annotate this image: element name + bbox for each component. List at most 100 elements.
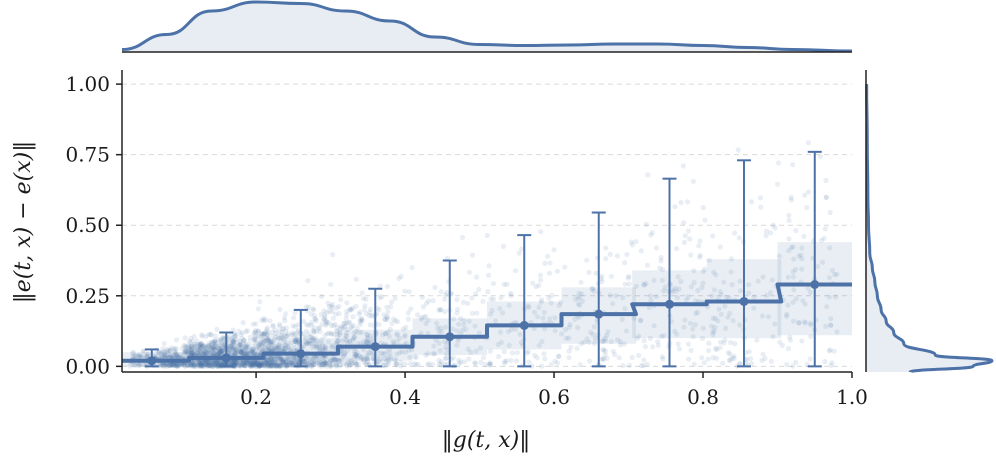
scatter-point (364, 335, 370, 341)
scatter-point (260, 361, 266, 367)
scatter-point (265, 363, 271, 369)
scatter-point (702, 217, 708, 223)
scatter-point (549, 292, 555, 299)
scatter-point (322, 332, 328, 338)
scatter-point (311, 355, 317, 361)
scatter-point (247, 358, 253, 365)
scatter-point (216, 346, 222, 352)
scatter-point (308, 363, 315, 369)
scatter-point (189, 362, 195, 368)
scatter-point (331, 354, 337, 361)
scatter-point (454, 297, 460, 303)
scatter-point (385, 354, 391, 360)
scatter-point (545, 253, 551, 259)
scatter-point (199, 350, 205, 356)
scatter-point (182, 348, 188, 354)
scatter-point (607, 292, 613, 298)
scatter-point (608, 339, 614, 345)
scatter-point (333, 311, 339, 317)
scatter-point (398, 273, 404, 279)
scatter-point (258, 339, 264, 345)
scatter-point (532, 352, 538, 358)
scatter-point (197, 341, 203, 348)
scatter-point (238, 342, 244, 348)
scatter-point (801, 319, 807, 325)
scatter-point (199, 362, 205, 368)
scatter-point (799, 245, 805, 251)
scatter-point (341, 361, 347, 367)
scatter-point (321, 308, 327, 314)
scatter-point (430, 297, 436, 304)
scatter-point (189, 361, 195, 367)
scatter-point (442, 345, 448, 351)
scatter-point (688, 284, 695, 290)
scatter-point (265, 354, 271, 360)
scatter-point (289, 362, 295, 368)
scatter-point (285, 354, 291, 361)
scatter-point (414, 312, 421, 318)
scatter-point (232, 361, 238, 367)
scatter-point (203, 362, 209, 368)
scatter-point (311, 343, 317, 349)
scatter-point (476, 330, 482, 336)
scatter-point (387, 350, 393, 356)
scatter-point (465, 300, 471, 306)
scatter-point (187, 363, 194, 369)
scatter-point (206, 343, 212, 349)
scatter-point (681, 220, 687, 226)
scatter-point (249, 362, 255, 368)
scatter-point (273, 363, 279, 369)
scatter-point (354, 363, 360, 369)
scatter-point (238, 350, 244, 356)
scatter-point (727, 351, 733, 357)
scatter-point (237, 358, 243, 364)
scatter-point (260, 336, 266, 343)
scatter-point (650, 344, 656, 350)
scatter-point (530, 280, 536, 286)
scatter-point (190, 363, 196, 369)
scatter-point (278, 355, 284, 361)
scatter-point (466, 318, 472, 324)
scatter-point (169, 362, 175, 368)
scatter-point (643, 221, 650, 228)
scatter-point (239, 345, 245, 351)
scatter-point (636, 333, 642, 339)
scatter-point (237, 347, 243, 354)
scatter-point (244, 359, 250, 365)
scatter-point (274, 363, 280, 369)
scatter-point (805, 140, 812, 146)
scatter-point (310, 361, 317, 367)
scatter-point (518, 340, 525, 346)
scatter-point (588, 329, 594, 335)
scatter-point (231, 342, 237, 348)
scatter-point (187, 361, 193, 367)
scatter-point (329, 331, 335, 337)
scatter-point (342, 336, 348, 342)
scatter-point (336, 303, 342, 309)
scatter-point (330, 315, 336, 321)
scatter-point (826, 348, 833, 354)
scatter-point (175, 363, 181, 369)
scatter-point (327, 360, 333, 366)
scatter-point (359, 317, 365, 323)
scatter-point (244, 358, 250, 365)
scatter-point (382, 316, 388, 322)
scatter-point (311, 307, 317, 313)
scatter-point (241, 361, 247, 367)
scatter-point (601, 347, 607, 353)
scatter-point (682, 233, 688, 239)
scatter-point (500, 310, 506, 316)
scatter-point (243, 345, 249, 351)
scatter-point (137, 362, 143, 368)
scatter-point (220, 345, 226, 351)
scatter-point (200, 361, 206, 367)
scatter-point (270, 363, 276, 369)
scatter-point (212, 360, 218, 366)
scatter-point (261, 317, 267, 324)
scatter-point (318, 363, 324, 369)
scatter-point (546, 295, 552, 301)
scatter-point (660, 356, 666, 362)
scatter-point (294, 329, 300, 335)
scatter-point (341, 324, 347, 330)
